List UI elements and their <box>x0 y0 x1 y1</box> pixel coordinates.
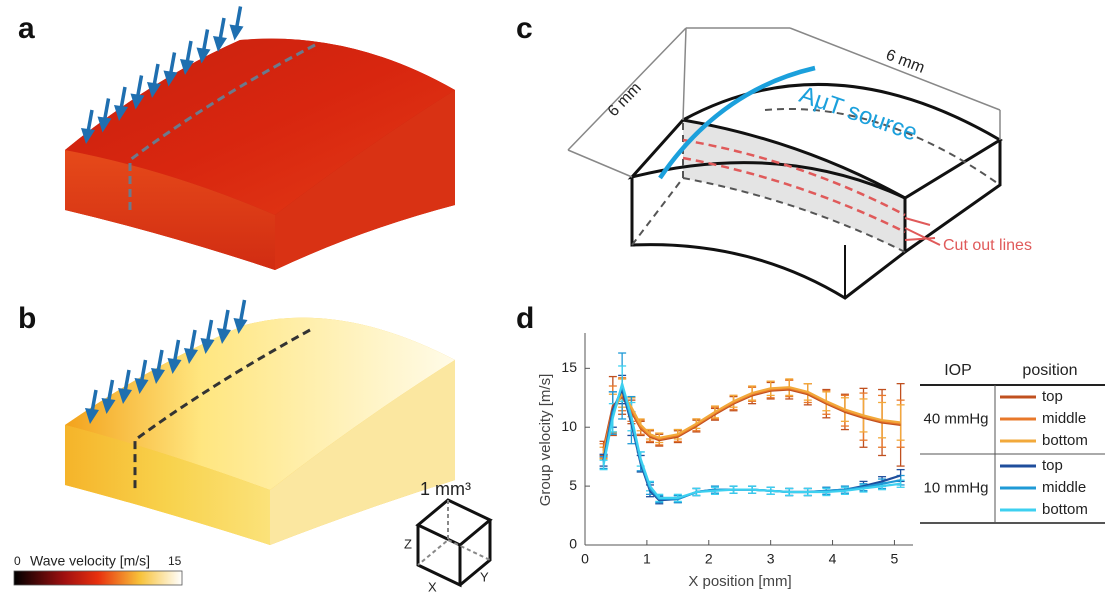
y-tick-label: 10 <box>561 418 577 434</box>
source-label: AμT source <box>796 81 921 146</box>
legend-label: bottom <box>1042 432 1088 449</box>
arrow <box>237 7 241 29</box>
x-tick-label: 2 <box>705 551 713 567</box>
arrow <box>241 300 245 322</box>
x-axis-label: X position [mm] <box>688 573 791 590</box>
panel-label: d <box>516 302 534 335</box>
legend-label: middle <box>1042 479 1086 496</box>
colorbar <box>14 571 182 585</box>
arrow <box>88 110 92 132</box>
y-tick-label: 5 <box>569 477 577 493</box>
y-axis-label: Group velocity [m/s] <box>537 374 554 507</box>
panel-label: a <box>18 12 35 45</box>
arrow <box>154 64 158 86</box>
arrow <box>187 41 191 63</box>
cut-label: Cut out lines <box>943 237 1032 254</box>
axis-letter: Y <box>480 569 489 584</box>
legend-header: IOP <box>944 362 972 379</box>
axis-letter: Z <box>404 536 412 551</box>
arrow <box>208 320 212 342</box>
slab-yellow <box>65 318 455 545</box>
arrow <box>220 18 224 40</box>
y-tick-label: 15 <box>561 359 577 375</box>
y-tick-label: 0 <box>569 536 577 552</box>
x-tick-label: 0 <box>581 551 589 567</box>
arrow <box>204 30 208 52</box>
panel-label: c <box>516 12 533 45</box>
legend-label: middle <box>1042 410 1086 427</box>
x-tick-label: 4 <box>829 551 837 567</box>
legend-label: top <box>1042 457 1063 474</box>
x-tick-label: 1 <box>643 551 651 567</box>
legend-group: 40 mmHg <box>923 410 988 427</box>
panel-label: b <box>18 302 36 335</box>
diagram <box>568 28 1000 298</box>
legend-label: top <box>1042 388 1063 405</box>
colorbar-tick-label: 0 <box>14 554 21 568</box>
arrow-head <box>230 25 244 41</box>
colorbar-tick-label: 15 <box>168 554 182 568</box>
slab-red <box>65 39 455 270</box>
arrow <box>171 53 175 75</box>
x-tick-label: 3 <box>767 551 775 567</box>
arrow <box>224 310 228 332</box>
legend-label: bottom <box>1042 501 1088 518</box>
dimension-label: 6 mm <box>605 80 645 121</box>
figure: a b c d Wave velocity [m/s] 1 mm³ Z X Y <box>0 0 1113 595</box>
axis-letter: X <box>428 579 437 594</box>
legend-header: position <box>1022 362 1077 379</box>
x-tick-label: 5 <box>891 551 899 567</box>
legend-group: 10 mmHg <box>923 479 988 496</box>
cube-label: 1 mm³ <box>420 479 471 499</box>
colorbar-label: Wave velocity [m/s] <box>30 553 150 569</box>
